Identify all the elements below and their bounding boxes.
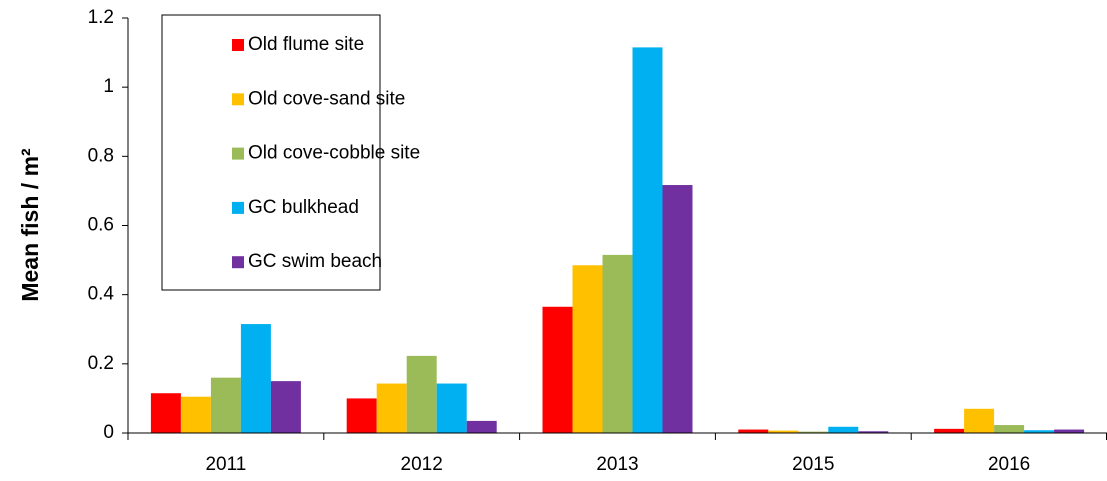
x-tick-label: 2016	[988, 454, 1030, 475]
bar	[768, 430, 799, 433]
bar	[662, 185, 693, 433]
bar	[346, 398, 377, 433]
bar	[632, 47, 663, 433]
bar	[934, 428, 965, 433]
legend-box	[161, 14, 381, 291]
bar	[828, 426, 859, 433]
y-tick-label: 0.6	[88, 215, 114, 236]
bar	[572, 265, 603, 433]
bar	[1024, 430, 1055, 433]
legend-swatch	[232, 39, 244, 51]
bar	[150, 393, 181, 433]
bar	[406, 355, 437, 433]
bar	[1054, 429, 1085, 433]
legend-label: Old cove-sand site	[248, 88, 405, 109]
y-axis-title: Mean fish / m²	[17, 148, 43, 302]
legend-swatch	[232, 256, 244, 269]
bar	[240, 324, 271, 433]
bar	[738, 429, 769, 433]
y-tick-label: 1	[103, 76, 114, 97]
bar	[180, 396, 211, 433]
y-tick-label: 0.4	[88, 284, 115, 305]
y-tick-label: 0.2	[88, 353, 114, 374]
bar	[542, 306, 573, 433]
bar	[798, 431, 829, 433]
bar	[436, 383, 467, 433]
x-tick-label: 2011	[205, 454, 246, 475]
legend-label: GC swim beach	[248, 251, 382, 272]
bar	[466, 420, 497, 433]
y-tick-label: 1.2	[88, 7, 114, 28]
bar	[964, 408, 995, 433]
x-tick-label: 2012	[401, 454, 443, 475]
x-tick-label: 2015	[792, 454, 834, 475]
bar	[270, 381, 301, 433]
bar	[210, 377, 241, 433]
legend-swatch	[232, 147, 244, 160]
bar	[994, 425, 1025, 433]
x-tick-label: 2013	[596, 454, 638, 475]
legend-swatch	[232, 201, 244, 214]
y-tick-label: 0.8	[88, 145, 114, 166]
bar	[602, 254, 633, 433]
legend-label: Old cove-cobble site	[248, 143, 420, 164]
bar	[376, 383, 407, 433]
legend-label: Old flume site	[248, 34, 364, 55]
y-tick-label: 0	[103, 422, 114, 443]
legend-label: GC bulkhead	[248, 197, 359, 218]
bar	[858, 431, 889, 433]
legend-swatch	[232, 93, 244, 106]
